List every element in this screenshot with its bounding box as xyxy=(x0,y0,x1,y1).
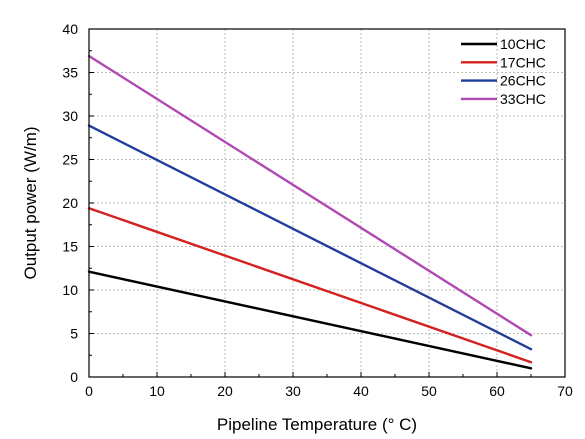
x-tick-label: 50 xyxy=(421,383,437,399)
y-tick-label: 40 xyxy=(62,21,78,37)
legend-label: 26CHC xyxy=(500,73,546,89)
series-line-33chc xyxy=(87,54,533,337)
legend-label: 33CHC xyxy=(500,91,546,107)
x-tick-label: 10 xyxy=(149,383,165,399)
series-line-17chc xyxy=(87,206,533,364)
legend: 10CHC 17CHC 26CHC 33CHC xyxy=(461,36,546,107)
legend-item: 33CHC xyxy=(461,91,546,107)
legend-item: 17CHC xyxy=(461,54,546,70)
x-tick-label: 60 xyxy=(489,383,505,399)
y-tick-label: 30 xyxy=(62,108,78,124)
y-axis-title: Output power (W/m) xyxy=(21,126,40,279)
x-tick-label: 20 xyxy=(217,383,233,399)
y-tick-label: 35 xyxy=(62,65,78,81)
series-lines xyxy=(87,54,533,370)
legend-item: 10CHC xyxy=(461,36,546,52)
grid xyxy=(89,29,565,377)
legend-label: 17CHC xyxy=(500,54,546,70)
axis-ticks: 0 10 20 30 40 50 60 70 0 5 10 15 20 25 30 35 40 xyxy=(62,21,573,399)
series-line-26chc xyxy=(87,124,533,351)
x-tick-label: 0 xyxy=(85,383,93,399)
y-tick-label: 5 xyxy=(70,326,78,342)
legend-item: 26CHC xyxy=(461,73,546,89)
x-tick-label: 70 xyxy=(557,383,573,399)
x-tick-label: 40 xyxy=(353,383,369,399)
y-tick-label: 10 xyxy=(62,282,78,298)
series-line-10chc xyxy=(87,270,533,370)
y-tick-label: 0 xyxy=(70,369,78,385)
x-axis-title: Pipeline Temperature (° C) xyxy=(217,415,417,434)
x-tick-label: 30 xyxy=(285,383,301,399)
y-tick-label: 15 xyxy=(62,239,78,255)
y-tick-label: 25 xyxy=(62,152,78,168)
legend-label: 10CHC xyxy=(500,36,546,52)
y-tick-label: 20 xyxy=(62,195,78,211)
